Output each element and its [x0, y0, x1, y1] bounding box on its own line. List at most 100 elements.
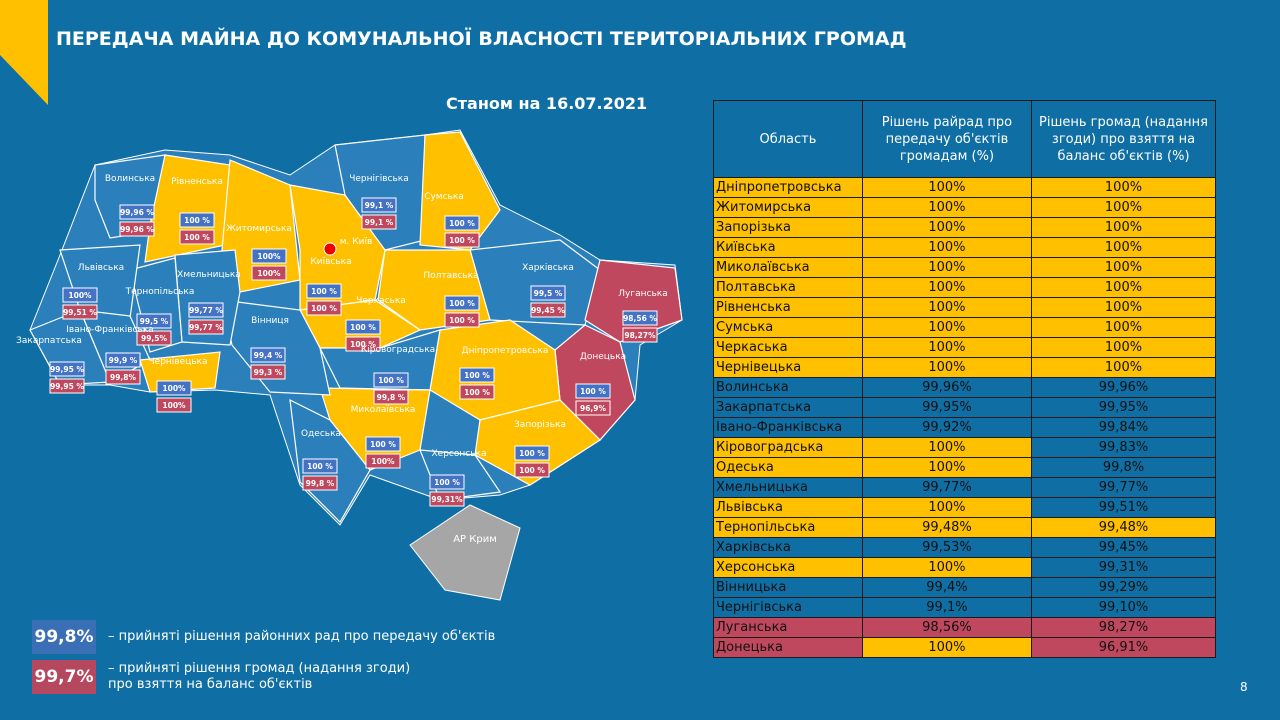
badge-value: 100 % [184, 233, 210, 242]
table-cell: Хмельницька [713, 477, 863, 498]
region-label: Волинська [105, 174, 155, 184]
region-label: Харківська [522, 263, 574, 273]
table-row: Донецька 100% 96,91% [713, 637, 1216, 658]
region-label: Кіровоградська [361, 345, 435, 355]
table-cell: Луганська [713, 617, 863, 638]
region-label: Житомирська [226, 224, 292, 234]
badge-value: 99,3 % [254, 368, 283, 377]
badge-value: 99,77 % [189, 306, 223, 315]
table-cell: 100% [1031, 357, 1216, 378]
table-cell: 100% [1031, 317, 1216, 338]
table-cell: Миколаївська [713, 257, 863, 278]
table-cell: 100% [861, 337, 1033, 358]
table-row: Полтавська 100% 100% [713, 277, 1216, 298]
table-row: Одеська 100% 99,8% [713, 457, 1216, 478]
table-cell: Київська [713, 237, 863, 258]
badge [444, 232, 480, 248]
table-row: Чернівецька 100% 100% [713, 357, 1216, 378]
badge-value: 99,5% [141, 334, 168, 343]
badge-value: 100 % [370, 440, 396, 449]
table-cell: 98,27% [1031, 617, 1216, 638]
table-cell: 99,53% [861, 537, 1033, 558]
badge [459, 367, 495, 383]
region-label: Черкаська [356, 296, 406, 306]
table-cell: Чернігівська [713, 597, 863, 618]
table-cell: 100% [1031, 257, 1216, 278]
table-cell: 99,10% [1031, 597, 1216, 618]
table-cell: Дніпропетровська [713, 177, 863, 198]
table-cell: 98,56% [861, 617, 1033, 638]
table-cell: Донецька [713, 637, 863, 658]
badge-value: 99,9 % [109, 356, 138, 365]
badge [429, 474, 465, 490]
badge [188, 302, 224, 318]
region-label: Вінниця [251, 316, 289, 326]
badge [365, 453, 401, 469]
table-row: Черкаська 100% 100% [713, 337, 1216, 358]
table-cell: 99,84% [1031, 417, 1216, 438]
region-label: Миколаївська [351, 405, 416, 415]
table-cell: 100% [1031, 297, 1216, 318]
badge [49, 378, 85, 394]
region-label: Хмельницька [177, 270, 241, 280]
table-row: Запорізька 100% 100% [713, 217, 1216, 238]
table-cell: 99,48% [1031, 517, 1216, 538]
badge [49, 361, 85, 377]
table-row: Чернігівська 99,1% 99,10% [713, 597, 1216, 618]
table-cell: 100% [1031, 237, 1216, 258]
capital-label: м. Київ [340, 237, 373, 247]
page-number: 8 [1240, 680, 1248, 694]
badge [459, 384, 495, 400]
region-label: Полтавська [423, 271, 478, 281]
table-cell: Чернівецька [713, 357, 863, 378]
badge-value: 99,96 % [120, 225, 154, 234]
table-cell: 99,8% [1031, 457, 1216, 478]
region-label: Закарпатська [16, 336, 82, 346]
crimea [409, 504, 521, 601]
region [419, 131, 501, 251]
table-header: Рішень громад (надання згоди) про взяття… [1031, 100, 1216, 178]
badge-value: 99,1 % [365, 218, 394, 227]
region-label: Івано-Франківська [66, 325, 153, 335]
badge-value: 99,31% [431, 495, 463, 504]
badge-value: 100 % [464, 388, 490, 397]
legend-swatch: 99,7% [32, 660, 96, 694]
table-cell: 100% [1031, 177, 1216, 198]
badge [345, 319, 381, 335]
table-cell: Харківська [713, 537, 863, 558]
badge [373, 389, 409, 405]
table-cell: Житомирська [713, 197, 863, 218]
table-cell: Черкаська [713, 337, 863, 358]
badge-value: 100 % [350, 323, 376, 332]
table-cell: Рівненська [713, 297, 863, 318]
map: АР Крим Волинська 99,96 % 99,96 % Рівненська… [16, 129, 683, 601]
badge [179, 212, 215, 228]
badge-value: 99,77 % [189, 323, 223, 332]
badge-value: 98,27% [624, 331, 656, 340]
table-row: Рівненська 100% 100% [713, 297, 1216, 318]
badge-value: 100 % [519, 466, 545, 475]
legend-text: – прийняті рішення районних рад про пере… [108, 629, 496, 644]
table-row: Кіровоградська 100% 99,83% [713, 437, 1216, 458]
table-row: Львівська 100% 99,51% [713, 497, 1216, 518]
table-cell: Запорізька [713, 217, 863, 238]
table-row: Дніпропетровська 100% 100% [713, 177, 1216, 198]
badge [530, 285, 566, 301]
badge-value: 100% [257, 269, 281, 278]
table-cell: Львівська [713, 497, 863, 518]
table-row: Хмельницька 99,77% 99,77% [713, 477, 1216, 498]
region-label: Луганська [618, 289, 667, 299]
region [474, 399, 601, 486]
table-row: Харківська 99,53% 99,45% [713, 537, 1216, 558]
badge [156, 397, 192, 413]
badge-value: 100% [162, 401, 186, 410]
badge [136, 313, 172, 329]
badge-value: 99,8% [110, 373, 137, 382]
badge [575, 400, 611, 416]
table-row: Миколаївська 100% 100% [713, 257, 1216, 278]
table-cell: Волинська [713, 377, 863, 398]
table-cell: 99,95% [861, 397, 1033, 418]
badge-value: 99,95 % [50, 365, 84, 374]
badge [250, 364, 286, 380]
